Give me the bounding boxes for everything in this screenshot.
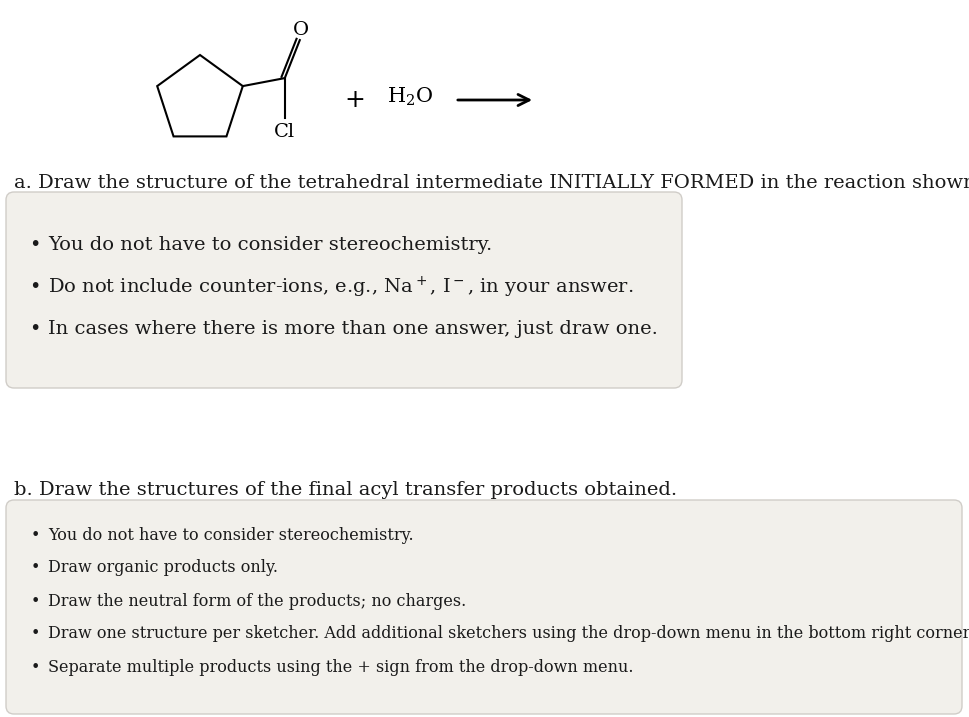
Text: •: •	[30, 660, 40, 675]
Text: a. Draw the structure of the tetrahedral intermediate INITIALLY FORMED in the re: a. Draw the structure of the tetrahedral…	[14, 174, 969, 192]
Text: $\mathregular{H_2O}$: $\mathregular{H_2O}$	[387, 86, 433, 108]
Text: In cases where there is more than one answer, just draw one.: In cases where there is more than one an…	[48, 320, 658, 338]
Text: O: O	[293, 21, 309, 39]
Text: Draw organic products only.: Draw organic products only.	[48, 559, 278, 576]
Text: You do not have to consider stereochemistry.: You do not have to consider stereochemis…	[48, 526, 414, 543]
Text: •: •	[30, 528, 40, 543]
FancyBboxPatch shape	[6, 500, 962, 714]
Text: •: •	[29, 277, 41, 297]
Text: Do not include counter-ions, e.g., Na$^+$, I$^-$, in your answer.: Do not include counter-ions, e.g., Na$^+…	[48, 275, 634, 300]
Text: •: •	[29, 235, 41, 255]
Text: •: •	[30, 594, 40, 609]
FancyBboxPatch shape	[6, 192, 682, 388]
Text: Draw one structure per sketcher. Add additional sketchers using the drop-down me: Draw one structure per sketcher. Add add…	[48, 625, 969, 642]
Text: You do not have to consider stereochemistry.: You do not have to consider stereochemis…	[48, 236, 492, 254]
Text: •: •	[29, 320, 41, 338]
Text: •: •	[30, 561, 40, 576]
Text: Draw the neutral form of the products; no charges.: Draw the neutral form of the products; n…	[48, 592, 466, 609]
Text: +: +	[345, 88, 365, 112]
Text: •: •	[30, 627, 40, 642]
Text: Cl: Cl	[274, 123, 296, 141]
Text: b. Draw the structures of the final acyl transfer products obtained.: b. Draw the structures of the final acyl…	[14, 481, 677, 499]
Text: Separate multiple products using the + sign from the drop-down menu.: Separate multiple products using the + s…	[48, 658, 634, 675]
